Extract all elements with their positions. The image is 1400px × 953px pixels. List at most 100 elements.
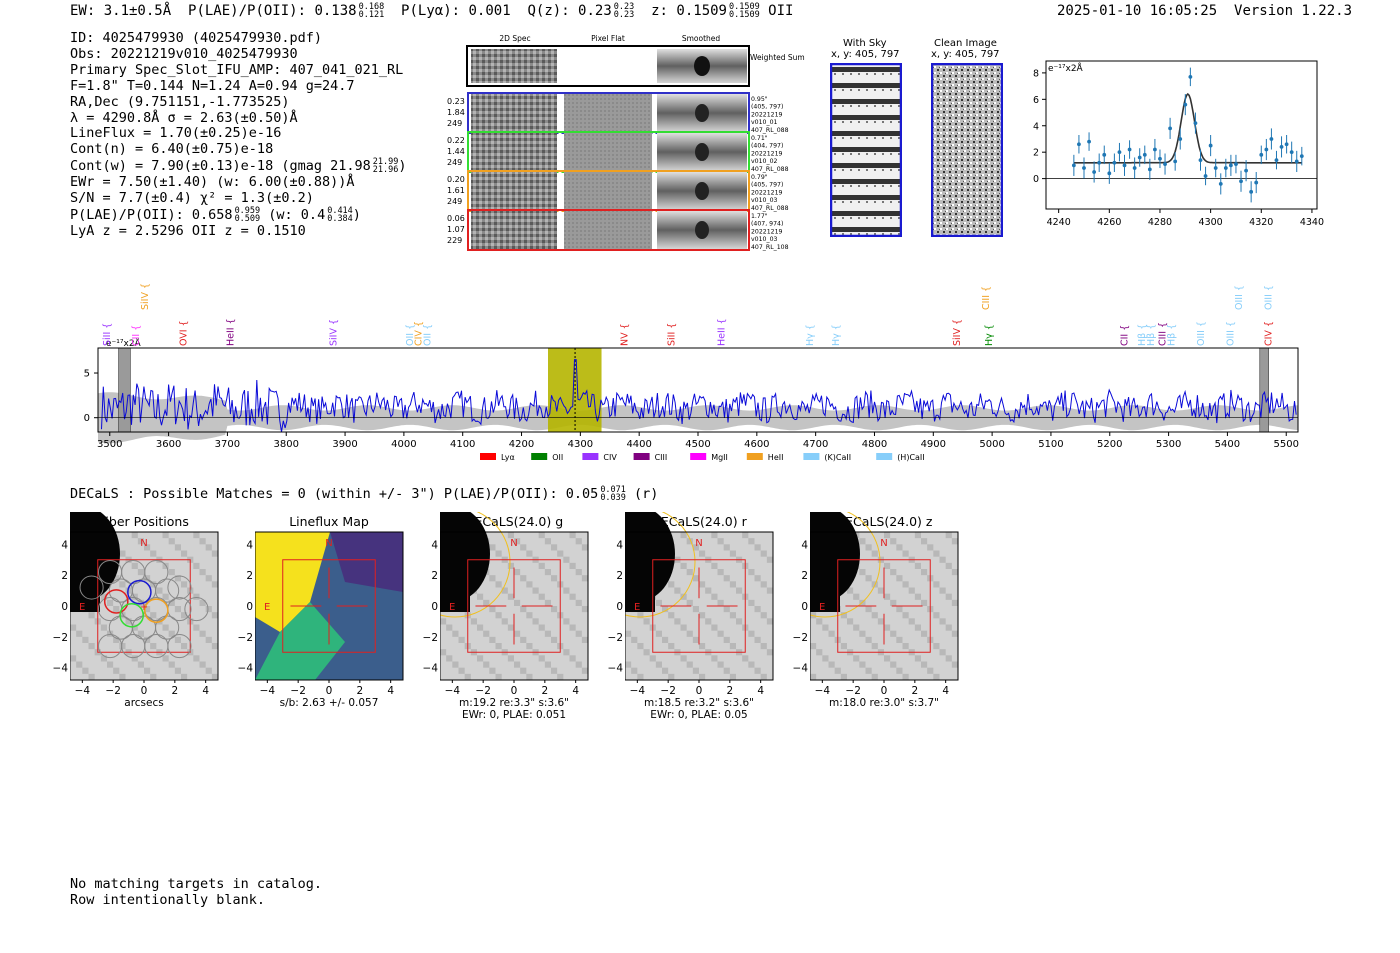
- image-pixel: [125, 618, 132, 625]
- image-pixel: [766, 587, 773, 594]
- image-pixel: [205, 636, 212, 643]
- image-pixel: [810, 673, 817, 680]
- image-pixel: [754, 544, 761, 551]
- image-pixel: [113, 575, 120, 582]
- image-pixel: [945, 624, 952, 631]
- image-pixel: [625, 661, 632, 668]
- x-tick-label: 0: [511, 685, 518, 697]
- image-pixel: [526, 612, 533, 619]
- image-pixel: [951, 661, 958, 668]
- search-box: [652, 559, 746, 653]
- footer-notes: No matching targets in catalog. Row inte…: [70, 876, 322, 908]
- image-pixel: [211, 550, 218, 557]
- image-pixel: [631, 667, 638, 674]
- image-pixel: [100, 624, 107, 631]
- spectrum-line-label: CIII {: [981, 286, 992, 310]
- image-pixel: [711, 593, 718, 600]
- fit-data-point: [1244, 168, 1248, 173]
- image-pixel: [495, 643, 502, 650]
- image-pixel: [489, 606, 496, 613]
- image-pixel: [871, 643, 878, 650]
- panel-caption-2: EWr: 0, PLAE: 0.05: [650, 709, 747, 721]
- image-pixel: [914, 624, 921, 631]
- cutout-meta: 0.71": [751, 135, 768, 142]
- image-pixel: [538, 532, 545, 539]
- spectrum-line-label: SiII {: [102, 323, 113, 346]
- image-pixel: [489, 544, 496, 551]
- image-pixel: [563, 649, 570, 656]
- cutout-pixel-flat: [564, 94, 652, 132]
- image-pixel: [723, 606, 730, 613]
- image-pixel: [674, 587, 681, 594]
- panel-caption-2: EWr: 0, PLAE: 0.051: [462, 709, 566, 721]
- spectrum-y-tick-label: 0: [84, 413, 90, 424]
- image-pixel: [538, 655, 545, 662]
- fit-data-point: [1127, 147, 1132, 152]
- fit-data-point: [1102, 152, 1107, 157]
- spectrum-line-label: OII {: [422, 324, 433, 346]
- image-pixel: [890, 538, 897, 545]
- cutout-stat: 0.23: [447, 97, 465, 106]
- image-pixel: [514, 630, 521, 637]
- image-pixel: [945, 532, 952, 539]
- y-tick-label: 4: [431, 539, 438, 551]
- decals-y-axis-labels: −4 −2 0 2 4: [793, 539, 808, 674]
- image-pixel: [680, 562, 687, 569]
- spectrum-x-tick-label: 5300: [1156, 439, 1181, 450]
- image-pixel: [760, 643, 767, 650]
- legend-label: HeII: [768, 453, 784, 462]
- spectrum-x-tick-label: 4400: [626, 439, 651, 450]
- lineflux-low: [330, 532, 403, 592]
- spectrum-x-tick-label: 5000: [979, 439, 1004, 450]
- cutout-stat: 249: [447, 119, 462, 128]
- image-pixel: [514, 661, 521, 668]
- spectrum-x-tick-label: 4800: [862, 439, 887, 450]
- image-pixel: [853, 593, 860, 600]
- legend-swatch: [582, 453, 599, 460]
- image-pixel: [884, 562, 891, 569]
- y-tick-label: −2: [793, 632, 808, 644]
- image-pixel: [865, 606, 872, 613]
- image-pixel: [766, 649, 773, 656]
- image-pixel: [699, 673, 706, 680]
- image-pixel: [939, 618, 946, 625]
- y-tick-label: −2: [608, 632, 623, 644]
- x-tick-label: 2: [911, 685, 918, 697]
- spectrum-unit-label: e⁻¹⁷x2Å: [106, 337, 142, 349]
- image-pixel: [532, 618, 539, 625]
- image-pixel: [914, 655, 921, 662]
- image-pixel: [914, 532, 921, 539]
- spectrum-x-tick-label: 5500: [1274, 439, 1299, 450]
- spectrum-line-label: CIV {: [414, 321, 425, 346]
- image-pixel: [933, 612, 940, 619]
- source-aperture: [625, 512, 696, 618]
- image-pixel: [865, 636, 872, 643]
- image-pixel: [70, 624, 77, 631]
- image-pixel: [933, 581, 940, 588]
- image-pixel: [181, 612, 188, 619]
- info-id: ID: 4025479930 (4025479930.pdf): [70, 30, 322, 46]
- col-label-2d-spec: 2D Spec: [499, 34, 530, 43]
- legend-swatch: [746, 453, 763, 460]
- image-pixel: [551, 606, 558, 613]
- cutout-2d-spec: [471, 94, 557, 132]
- image-pixel: [686, 661, 693, 668]
- image-pixel: [729, 581, 736, 588]
- image-pixel: [520, 667, 527, 674]
- spectrum-line-label: CII {: [1119, 325, 1130, 346]
- image-pixel: [168, 569, 175, 576]
- fit-data-point: [1153, 147, 1157, 152]
- image-pixel: [951, 569, 958, 576]
- east-label: E: [264, 602, 270, 613]
- image-pixel: [655, 630, 662, 637]
- image-pixel: [174, 606, 181, 613]
- spectra-cutouts: 2D Spec Pixel Flat Smoothed Weighted Sum…: [447, 34, 805, 251]
- image-pixel: [569, 655, 576, 662]
- spectrum-line-label: Hβ {: [1137, 324, 1148, 346]
- image-pixel: [137, 630, 144, 637]
- image-pixel: [581, 575, 588, 582]
- fit-data-point: [1117, 150, 1122, 155]
- image-pixel: [131, 532, 138, 539]
- image-pixel: [705, 618, 712, 625]
- image-pixel: [625, 630, 632, 637]
